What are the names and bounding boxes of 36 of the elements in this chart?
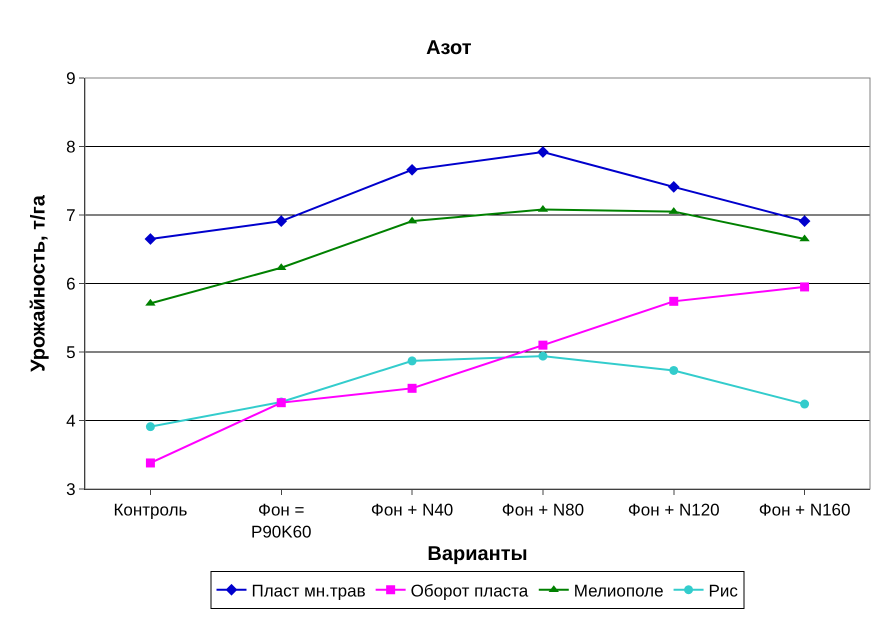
x-tick-label: Фон + N80	[502, 500, 584, 520]
x-axis-title: Варианты	[427, 543, 528, 565]
y-tick-label: 3	[66, 480, 76, 499]
y-tick-label: 8	[66, 137, 76, 156]
legend-label: Пласт мн.трав	[252, 581, 366, 600]
y-tick-label: 7	[66, 206, 76, 225]
y-tick-label: 5	[66, 342, 76, 362]
point	[537, 146, 549, 158]
x-tick-label: Фон = P90K60	[251, 500, 312, 542]
y-axis-title: Урожайность, т/га	[28, 194, 50, 372]
y-tick-label: 4	[66, 411, 76, 430]
x-tick-label: Фон + N40	[370, 500, 454, 520]
point	[538, 352, 548, 361]
y-tick-label: 9	[66, 68, 76, 88]
x-tick-label: Фон + N120	[628, 500, 720, 520]
y-tick-label: 6	[66, 274, 76, 294]
point	[538, 340, 548, 350]
point	[144, 233, 156, 245]
point	[408, 384, 417, 393]
point	[406, 164, 418, 176]
legend-label: Рис	[708, 581, 738, 600]
x-tick-label: Фон + N160	[758, 500, 850, 520]
point	[275, 215, 288, 228]
point	[146, 458, 155, 468]
point	[800, 400, 810, 409]
legend-label: Мелиополе	[574, 581, 664, 600]
legend-label: Оборот пласта	[410, 581, 529, 600]
x-tick-label: Контроль	[114, 500, 188, 520]
point	[668, 181, 680, 193]
point	[798, 215, 810, 228]
point	[669, 296, 678, 306]
point	[800, 282, 810, 292]
point	[408, 356, 417, 366]
chart-title: Азот	[426, 37, 472, 60]
point	[146, 422, 155, 432]
point	[669, 366, 678, 375]
